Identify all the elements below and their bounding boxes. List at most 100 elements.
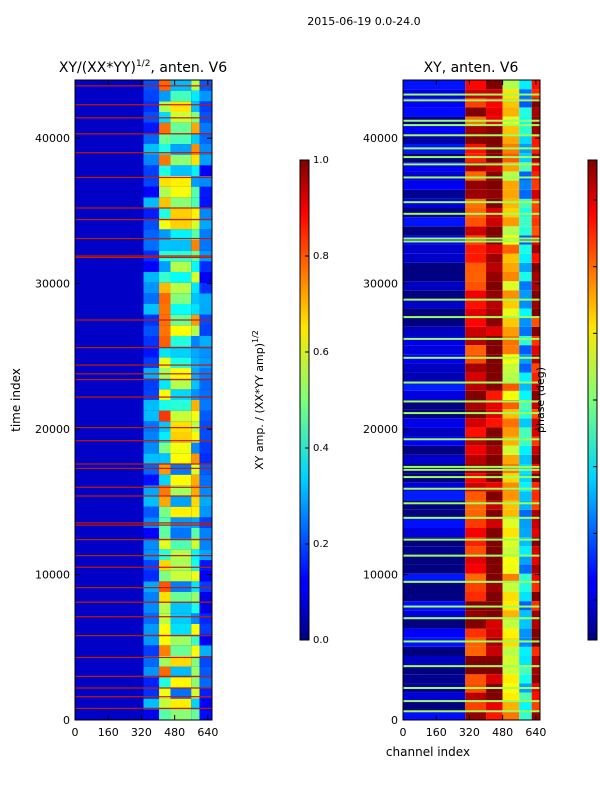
amplitude-band-cell [159,346,171,358]
phase-cell [465,372,487,382]
amplitude-band-cell [159,197,171,208]
phase-flat-row [403,316,540,319]
phase-cell [465,290,487,300]
phase-cell [403,299,466,309]
amplitude-band-cell [143,378,160,390]
amplitude-hot-row [75,524,212,526]
amplitude-band-cell [159,282,171,294]
phase-cell [465,134,487,144]
phase-cell [519,125,532,135]
figure-title: 2015-06-19 0.0-24.0 [307,15,420,28]
phase-cell [403,656,466,666]
amplitude-band-cell [143,442,160,454]
phase-cell [519,482,532,492]
amplitude-hot-row [75,566,212,568]
amplitude-band-cell [159,677,171,688]
x-tick-label: 320 [459,726,480,739]
amplitude-band-cell [191,357,200,368]
phase-cell [486,363,503,373]
amplitude-hot-row [75,396,212,398]
phase-cell [403,491,466,501]
phase-cell [465,336,487,346]
phase-cell [465,454,487,464]
phase-cell [403,528,466,538]
phase-cell [486,244,503,254]
amplitude-band-cell [170,464,192,475]
amplitude-band-cell [199,176,212,187]
amplitude-band-cell [170,154,192,166]
phase-cell [486,509,503,519]
phase-cell [486,171,503,181]
amplitude-band-cell [143,560,160,571]
colorbar-tick-label: 0.6 [313,347,329,358]
phase-cell [502,272,520,282]
amplitude-hot-row [75,707,212,709]
phase-flat-row [403,640,540,643]
phase-cell [519,491,532,501]
amplitude-band-cell [191,709,200,720]
phase-cell [519,418,532,428]
amplitude-band-cell [159,698,171,710]
phase-cell [531,619,540,629]
phase-flat-row [403,99,540,102]
phase-cell [465,262,487,272]
amplitude-band-cell [143,421,160,432]
phase-cell [486,345,503,355]
phase-cell [465,244,487,254]
phase-cell [486,537,503,547]
phase-cell [403,573,466,583]
phase-cell [531,281,540,291]
amplitude-band-cell [170,421,192,432]
phase-cell [486,701,503,711]
amplitude-band-cell [199,144,212,155]
amplitude-band-cell [191,496,200,507]
amplitude-band-cell [170,208,192,219]
amplitude-band-cell [159,602,171,614]
amplitude-hot-row [75,539,212,541]
phase-cell [519,464,532,474]
phase-colorbar-ticks: −150−100−50050100150 [593,199,597,601]
amplitude-band-cell [199,613,212,624]
amplitude-band-cell [170,218,192,230]
phase-cell [531,509,540,519]
phase-cell [519,244,532,254]
phase-cell [465,482,487,492]
amplitude-hot-row [75,687,212,689]
phase-cell [403,363,466,373]
phase-cell [519,134,532,144]
phase-cell [502,262,520,272]
phase-cell [403,134,466,144]
amplitude-hot-row [75,219,212,221]
phase-flat-row [403,412,540,415]
amplitude-band-cell [191,272,200,283]
amplitude-band-cell [199,282,212,294]
amplitude-band-cell [159,624,171,635]
amplitude-band-cell [199,592,212,603]
x-tick-label: 480 [164,726,185,739]
phase-cell [486,464,503,474]
phase-cell [502,610,520,620]
amplitude-band-cell [159,400,171,411]
phase-cell [519,336,532,346]
phase-cell [502,491,520,501]
amplitude-band-cell [199,336,212,347]
amplitude-band-cell [191,346,200,358]
phase-cell [403,244,466,254]
amplitude-band-cell [159,410,171,422]
phase-cell [531,107,540,117]
phase-cell [519,564,532,574]
amplitude-hot-row [75,675,212,677]
phase-cell [403,454,466,464]
amplitude-band-cell [170,293,192,304]
phase-cell [519,537,532,547]
amplitude-band-cell [159,90,171,102]
amplitude-band-cell [199,208,212,219]
phase-cell [486,482,503,492]
phase-flat-row [403,700,540,703]
phase-cell [486,235,503,245]
amplitude-band-cell [143,90,160,102]
phase-cell [465,272,487,282]
amplitude-band-cell [170,560,192,571]
phase-cell [519,619,532,629]
phase-cell [486,125,503,135]
